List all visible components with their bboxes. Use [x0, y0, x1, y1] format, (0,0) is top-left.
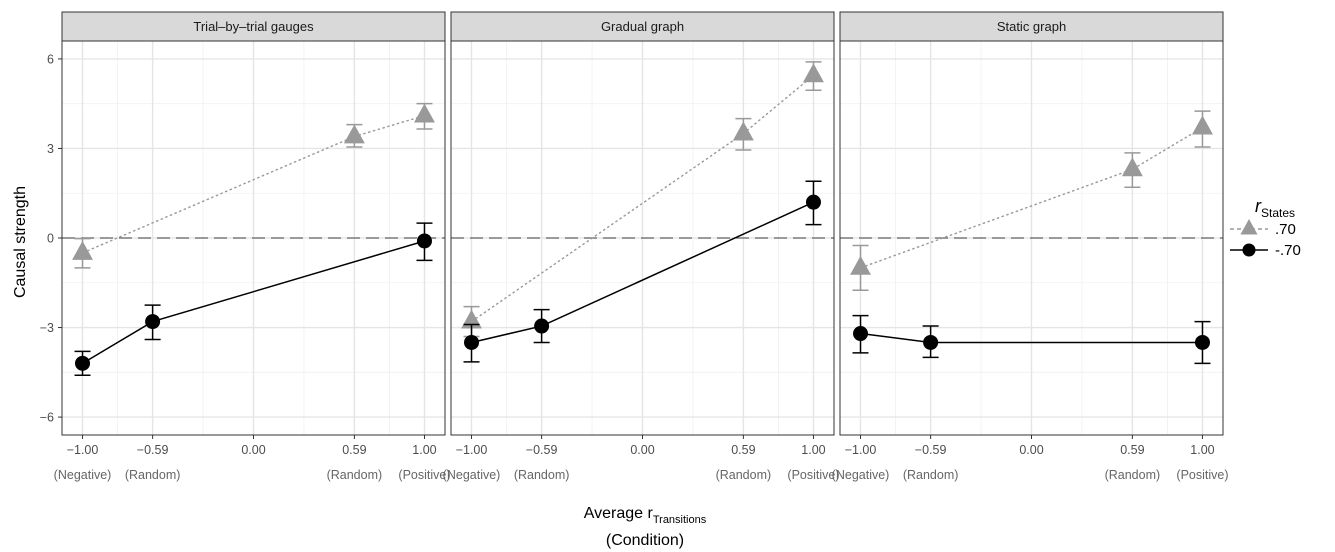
panel-title: Gradual graph: [601, 19, 684, 34]
data-point-triangle: [850, 255, 871, 275]
x-tick-label: −0.59: [137, 443, 169, 457]
legend: rStates .70 -.70: [1230, 196, 1301, 259]
data-point-triangle: [72, 240, 93, 260]
x-axis-title-line2: (Condition): [606, 532, 684, 549]
x-axis-title-text: Average rTransitions: [584, 505, 707, 526]
x-tick-label: −1.00: [456, 443, 488, 457]
x-tick-label: 0.59: [342, 443, 366, 457]
legend-title-main: r: [1255, 196, 1262, 216]
legend-item-pos70: .70: [1230, 219, 1296, 238]
y-axis-title-text: Causal strength: [12, 186, 29, 298]
y-tick-label: 6: [47, 52, 54, 66]
data-point-triangle: [461, 309, 482, 329]
data-point-triangle: [414, 103, 435, 123]
x-tick-label: 0.59: [1120, 443, 1144, 457]
condition-label: (Negative): [832, 468, 890, 482]
x-tick-label: 0.00: [241, 443, 265, 457]
condition-label: (Negative): [54, 468, 112, 482]
x-tick-label: 1.00: [801, 443, 825, 457]
x-tick-label: −0.59: [915, 443, 947, 457]
x-tick-label: −1.00: [67, 443, 99, 457]
y-tick-label: 0: [47, 232, 54, 246]
panel-2: Gradual graph −1.00 −0.59 0.00 0.59 1.00 (Nega…: [443, 11, 840, 482]
y-axis-title: Causal strength: [12, 186, 29, 298]
x-tick-label: 0.59: [731, 443, 755, 457]
series-pos70: [850, 110, 1213, 291]
condition-label: (Random): [514, 468, 570, 482]
data-point-triangle: [343, 124, 365, 144]
data-point-circle: [853, 326, 869, 342]
x-axis-title-subscript: Transitions: [653, 514, 707, 526]
condition-label: (Random): [903, 468, 959, 482]
data-point-circle: [1194, 334, 1210, 350]
condition-label: (Positive): [1176, 468, 1228, 482]
data-point-circle: [416, 233, 432, 249]
condition-label: (Positive): [398, 468, 450, 482]
data-point-triangle: [732, 121, 754, 141]
gridlines: [840, 41, 1223, 435]
x-axis-title: Average rTransitions (Condition): [584, 505, 707, 549]
series-neg70: [852, 314, 1211, 365]
legend-label: .70: [1275, 221, 1296, 238]
legend-item-neg70: -.70: [1230, 242, 1301, 259]
y-axis: 6 3 0 −3 −6: [40, 52, 62, 425]
legend-label: -.70: [1275, 242, 1301, 259]
series-pos70: [72, 102, 435, 269]
legend-marker-triangle: [1240, 219, 1258, 235]
data-point-circle: [805, 194, 821, 210]
data-point-circle: [75, 355, 91, 371]
condition-label: (Negative): [443, 468, 501, 482]
data-point-triangle: [1192, 115, 1213, 135]
x-axis: −1.00 −0.59 0.00 0.59 1.00 (Negative) (Random)…: [54, 435, 451, 482]
series-line: [860, 126, 1203, 269]
series-neg70: [74, 222, 433, 377]
x-tick-label: −0.59: [526, 443, 558, 457]
x-tick-label: 0.00: [630, 443, 654, 457]
panel-title: Static graph: [997, 19, 1066, 34]
data-point-triangle: [1121, 157, 1143, 177]
y-tick-label: 3: [47, 142, 54, 156]
legend-title: rStates: [1255, 196, 1295, 220]
legend-items: .70 -.70: [1230, 219, 1301, 259]
legend-marker-circle: [1242, 243, 1256, 257]
data-point-circle: [464, 334, 480, 350]
condition-label: (Random): [716, 468, 772, 482]
panel-strip: [450, 11, 835, 42]
x-axis: −1.00 −0.59 0.00 0.59 1.00 (Negative) (Random)…: [443, 435, 840, 482]
x-tick-label: 1.00: [1190, 443, 1214, 457]
x-tick-label: 1.00: [412, 443, 436, 457]
x-axis-title-main: Average r: [584, 505, 654, 522]
condition-label: (Positive): [787, 468, 839, 482]
condition-label: (Random): [327, 468, 383, 482]
panel-1: Trial–by–trial gauges −1.00 −0.59 0.00 0.59 1…: [40, 11, 451, 482]
x-axis: −1.00 −0.59 0.00 0.59 1.00 (Negative) (Random)…: [832, 435, 1229, 482]
data-point-circle: [534, 318, 550, 334]
y-tick-label: −3: [40, 321, 54, 335]
panel-title: Trial–by–trial gauges: [193, 19, 314, 34]
panel-3: Static graph −1.00 −0.59 0.00 0.59 1.00 (Negat…: [832, 11, 1229, 482]
panels: Trial–by–trial gauges −1.00 −0.59 0.00 0.59 1…: [40, 11, 1229, 482]
x-tick-label: 0.00: [1019, 443, 1043, 457]
panel-strip: [61, 11, 446, 42]
series-neg70: [463, 180, 822, 363]
legend-title-subscript: States: [1261, 206, 1295, 220]
data-point-triangle: [803, 63, 824, 83]
data-point-circle: [145, 314, 161, 330]
condition-label: (Random): [125, 468, 181, 482]
x-tick-label: −1.00: [845, 443, 877, 457]
data-point-circle: [923, 334, 939, 350]
condition-label: (Random): [1105, 468, 1161, 482]
y-tick-label: −6: [40, 411, 54, 425]
